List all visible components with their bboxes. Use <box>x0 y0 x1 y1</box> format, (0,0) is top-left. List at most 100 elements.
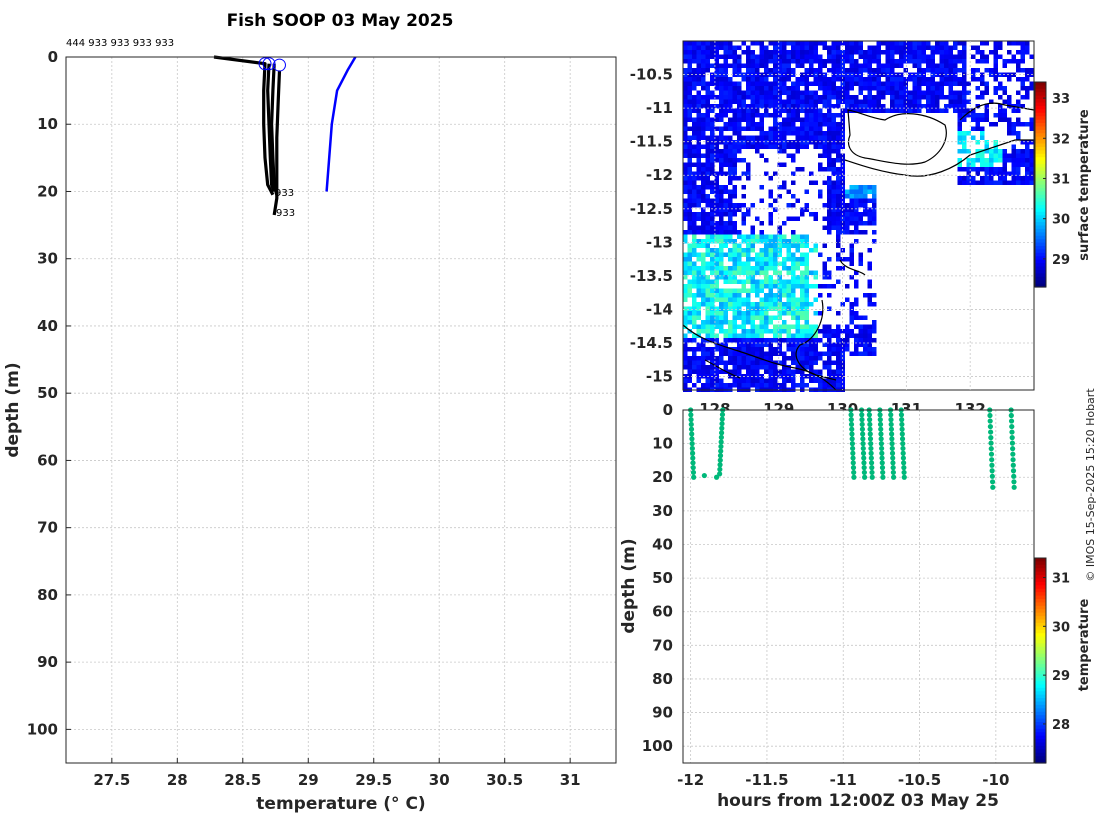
cast-point <box>850 445 856 452</box>
map-cell <box>768 261 773 266</box>
map-cell <box>719 104 724 109</box>
map-cell <box>714 176 719 181</box>
map-cell <box>696 77 701 82</box>
map-cell <box>723 275 728 280</box>
map-cell <box>786 59 791 64</box>
map-cell <box>687 230 692 235</box>
map-cell <box>962 95 967 100</box>
map-cell <box>1007 126 1012 131</box>
map-cell <box>683 185 688 190</box>
cast-point <box>1010 451 1016 457</box>
map-cell <box>732 162 737 167</box>
map-cell <box>831 41 836 46</box>
map-cell <box>899 41 904 46</box>
map-cell <box>795 257 800 262</box>
map-cell <box>863 86 868 91</box>
map-cell <box>764 360 769 365</box>
cast-point <box>889 436 895 442</box>
map-cell <box>773 198 778 203</box>
map-cell <box>863 99 868 104</box>
map-cell <box>714 203 719 208</box>
map-cell <box>980 135 985 140</box>
map-cell <box>971 117 976 122</box>
map-cell <box>1011 72 1016 77</box>
map-cell <box>822 243 827 248</box>
map-cell <box>768 347 773 352</box>
map-cell <box>984 41 989 46</box>
map-cell <box>795 108 800 113</box>
map-cell <box>944 81 949 86</box>
map-cell <box>777 113 782 118</box>
cast-point <box>859 421 865 428</box>
map-cell <box>737 342 742 347</box>
map-cell <box>957 104 962 109</box>
map-cell <box>701 239 706 244</box>
map-cell <box>777 81 782 86</box>
map-cell <box>705 50 710 55</box>
map-cell <box>764 302 769 307</box>
map-cell <box>683 198 688 203</box>
map-cell <box>998 153 1003 158</box>
map-cell <box>795 50 800 55</box>
map-cell <box>831 135 836 140</box>
map-cell <box>800 77 805 82</box>
cast-point <box>718 448 724 454</box>
map-cell <box>719 266 724 271</box>
map-cell <box>948 77 953 82</box>
map-cell <box>845 194 850 199</box>
map-cell <box>687 360 692 365</box>
map-cell <box>818 54 823 59</box>
map-cell <box>692 54 697 59</box>
map-cell <box>764 72 769 77</box>
map-cell <box>786 63 791 68</box>
map-cell <box>939 77 944 82</box>
map-cell <box>732 140 737 145</box>
map-cell <box>791 108 796 113</box>
map-cell <box>921 90 926 95</box>
map-cell <box>795 131 800 136</box>
map-cell <box>840 117 845 122</box>
map-y-tick-label: -13.5 <box>630 267 673 285</box>
map-cell <box>683 108 688 113</box>
map-cell <box>723 140 728 145</box>
map-cell <box>872 81 877 86</box>
cast-point <box>717 462 723 468</box>
map-cell <box>791 302 796 307</box>
map-cell <box>795 99 800 104</box>
map-cell <box>710 158 715 163</box>
map-cell <box>849 320 854 325</box>
map-cell <box>818 252 823 257</box>
map-cell <box>858 324 863 329</box>
map-cell <box>746 122 751 127</box>
map-cell <box>840 225 845 230</box>
map-cell <box>836 171 841 176</box>
map-cell <box>836 207 841 212</box>
map-cell <box>899 81 904 86</box>
map-cell <box>800 297 805 302</box>
map-cell <box>813 68 818 73</box>
map-cell <box>791 324 796 329</box>
map-cell <box>800 99 805 104</box>
map-cell <box>989 122 994 127</box>
cast-point <box>690 460 696 466</box>
map-cell <box>831 72 836 77</box>
map-cell <box>993 63 998 68</box>
map-cell <box>800 207 805 212</box>
map-cell <box>989 167 994 172</box>
map-cell <box>867 68 872 73</box>
map-cell <box>764 86 769 91</box>
map-cell <box>962 135 967 140</box>
map-cell <box>953 68 958 73</box>
map-cell <box>1002 113 1007 118</box>
map-cell <box>768 315 773 320</box>
map-cell <box>836 189 841 194</box>
time-colorbar-step <box>1035 684 1046 689</box>
map-cell <box>737 306 742 311</box>
map-cell <box>980 59 985 64</box>
map-cell <box>723 342 728 347</box>
map-cell <box>687 261 692 266</box>
map-cell <box>818 284 823 289</box>
map-cell <box>719 117 724 122</box>
map-cell <box>858 54 863 59</box>
